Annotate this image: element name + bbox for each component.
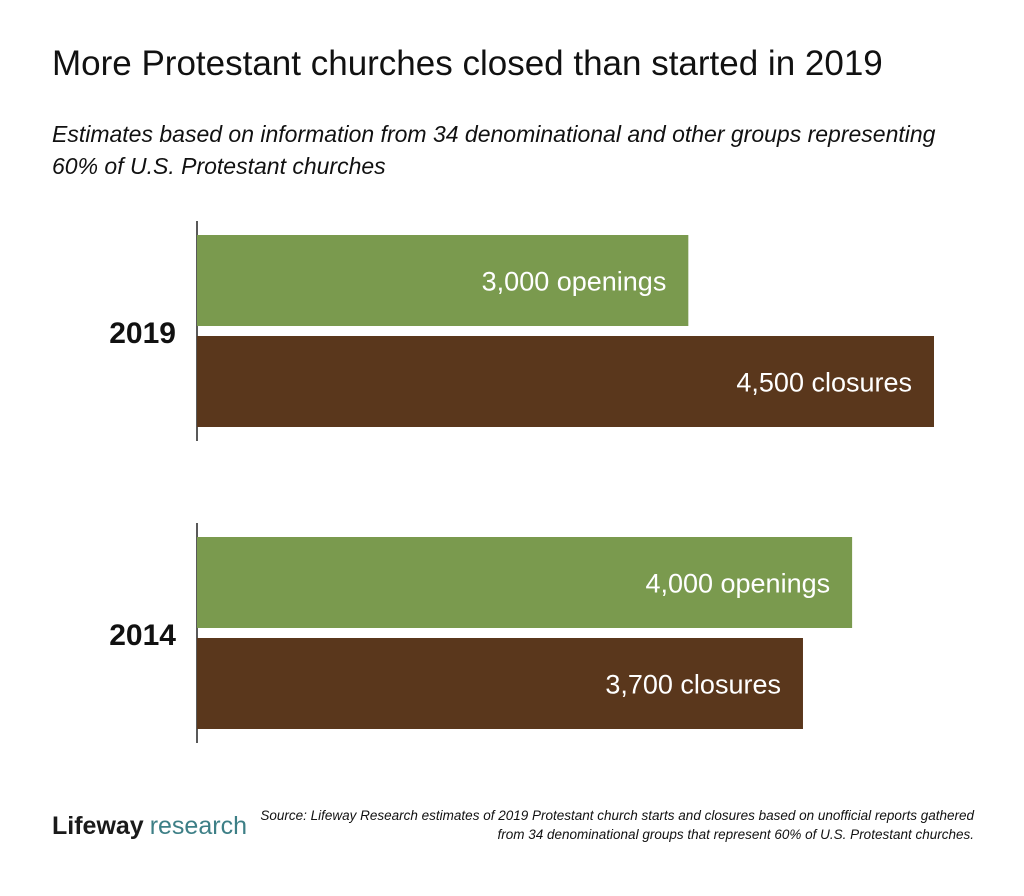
bar-openings-2014 [197, 537, 853, 628]
logo-research-text: research [149, 812, 247, 840]
chart-subtitle: Estimates based on information from 34 d… [52, 121, 936, 179]
category-label-2019: 2019 [109, 317, 176, 350]
bar-openings-2019 [197, 235, 689, 326]
chart-title: More Protestant churches closed than sta… [52, 44, 883, 83]
data-label-openings-2014: 4,000 openings [645, 569, 830, 599]
data-label-closures-2014: 3,700 closures [605, 670, 781, 700]
data-label-openings-2019: 3,000 openings [482, 267, 667, 297]
bar-chart: 2019 3,000 openings 4,500 closures 2014 4,00… [109, 221, 934, 743]
lifeway-research-logo: Lifeway research [52, 812, 247, 841]
logo-lifeway-text: Lifeway [52, 812, 144, 840]
data-label-closures-2019: 4,500 closures [736, 368, 912, 398]
category-label-2014: 2014 [109, 619, 176, 652]
bar-closures-2019 [197, 336, 934, 427]
bar-closures-2014 [197, 638, 803, 729]
source-note: Source: Lifeway Research estimates of 20… [260, 808, 974, 842]
